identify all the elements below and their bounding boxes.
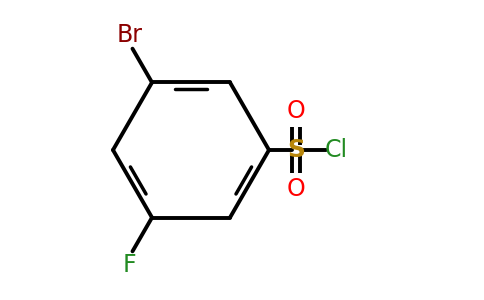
Text: Br: Br xyxy=(117,23,142,47)
Text: O: O xyxy=(287,99,305,123)
Text: Cl: Cl xyxy=(325,138,348,162)
Text: F: F xyxy=(122,253,136,277)
Text: S: S xyxy=(287,138,305,162)
Text: O: O xyxy=(287,177,305,201)
